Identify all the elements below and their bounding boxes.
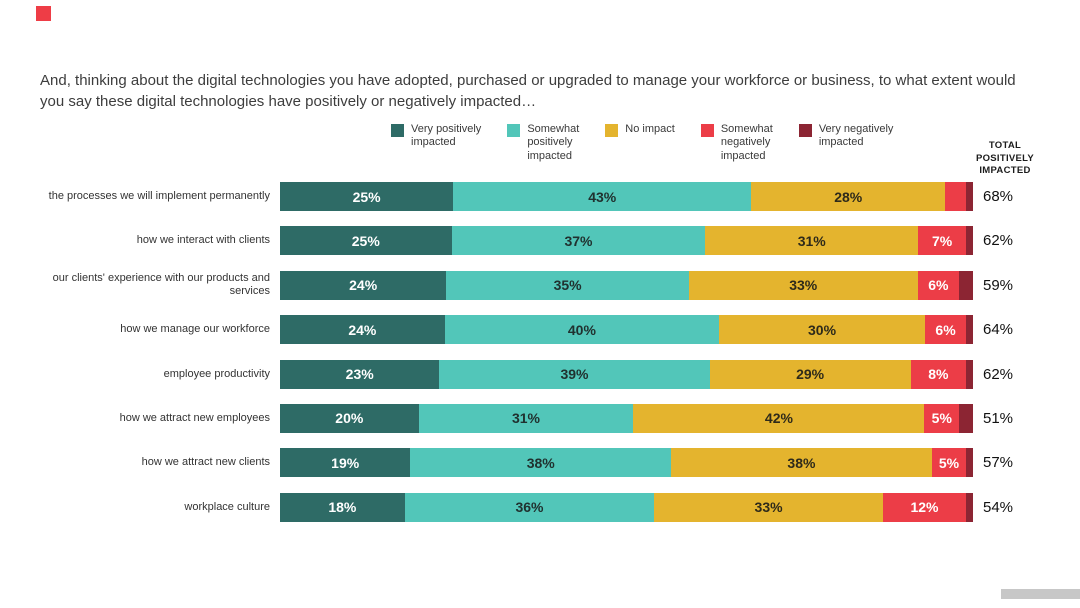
bar-segment-somewhat-negatively-impacted: 6% — [924, 315, 967, 345]
legend-label: Very positively impacted — [411, 123, 482, 149]
legend: Very positively impacted Somewhat positiv… — [391, 123, 919, 163]
legend-swatch — [700, 124, 714, 137]
chart-row: the processes we will implement permanen… — [40, 182, 1050, 211]
bar-segment-somewhat-positively-impacted: 31% — [418, 403, 634, 433]
chart-row: our clients' experience with our product… — [40, 270, 1050, 300]
stacked-bar: 25% 37% 31% 7% — [280, 226, 973, 256]
bar-segment-no-impact: 33% — [688, 270, 918, 300]
bar-segment-very-negatively-impacted — [966, 448, 973, 478]
stacked-bar-chart: the processes we will implement permanen… — [40, 182, 1050, 537]
legend-label: Somewhat positively impacted — [527, 123, 580, 162]
bar-segment-somewhat-negatively-impacted: 5% — [924, 403, 960, 433]
bar-segment-somewhat-positively-impacted: 40% — [444, 315, 720, 345]
legend-label: Very negatively impacted — [818, 123, 894, 149]
bar-segment-somewhat-negatively-impacted: 8% — [910, 359, 967, 389]
stacked-bar: 20% 31% 42% 5% — [280, 403, 973, 433]
bar-segment-very-positively-impacted: 19% — [280, 448, 411, 478]
chart-row: how we attract new employees 20% 31% 42% 5% 5… — [40, 403, 1050, 433]
chart-row: how we interact with clients 25% 37% 31% 7% 6… — [40, 226, 1050, 256]
legend-label: No impact — [625, 123, 675, 135]
bar-segment-very-negatively-impacted — [966, 182, 973, 211]
stacked-bar: 19% 38% 38% 5% — [280, 448, 973, 478]
bar-segment-somewhat-positively-impacted: 39% — [439, 359, 710, 389]
bar-segment-somewhat-negatively-impacted: 12% — [882, 492, 967, 522]
bar-segment-very-positively-impacted: 24% — [280, 270, 447, 300]
bar-segment-very-negatively-impacted — [959, 270, 973, 300]
bar-segment-somewhat-positively-impacted: 36% — [404, 492, 655, 522]
legend-swatch — [798, 124, 812, 137]
row-label: the processes we will implement permanen… — [48, 190, 270, 203]
horizontal-scrollbar-thumb[interactable] — [1001, 589, 1080, 599]
legend-label: Somewhat negatively impacted — [720, 123, 773, 162]
question-title: And, thinking about the digital technolo… — [40, 72, 1016, 110]
bar-segment-somewhat-negatively-impacted: 5% — [931, 448, 967, 478]
row-total: 51% — [983, 409, 1014, 427]
bar-segment-very-positively-impacted: 24% — [280, 315, 445, 345]
row-label: employee productivity — [163, 367, 270, 380]
row-label: how we attract new clients — [141, 456, 270, 469]
bar-segment-somewhat-positively-impacted: 35% — [446, 270, 689, 300]
row-total: 59% — [983, 276, 1014, 294]
legend-item-somewhat-positively-impacted: Somewhat positively impacted — [507, 123, 579, 163]
bar-segment-no-impact: 28% — [751, 182, 946, 211]
bar-segment-no-impact: 42% — [633, 403, 925, 433]
bar-segment-no-impact: 33% — [654, 492, 883, 522]
row-total: 54% — [983, 498, 1014, 516]
bar-segment-no-impact: 38% — [671, 448, 932, 478]
legend-item-very-negatively-impacted: Very negatively impacted — [798, 123, 894, 150]
row-label: how we manage our workforce — [120, 323, 270, 336]
stacked-bar: 18% 36% 33% 12% — [280, 492, 973, 522]
bar-segment-very-positively-impacted: 18% — [280, 492, 405, 522]
legend-item-somewhat-negatively-impacted: Somewhat negatively impacted — [700, 123, 773, 163]
bar-segment-very-negatively-impacted — [966, 315, 973, 345]
row-total: 57% — [983, 454, 1014, 472]
bar-segment-no-impact: 29% — [709, 359, 911, 389]
bar-segment-very-negatively-impacted — [959, 403, 973, 433]
chart-row: how we manage our workforce 24% 40% 30% 6% 64… — [40, 315, 1050, 345]
bar-segment-very-positively-impacted: 25% — [280, 182, 454, 211]
slide-accent-square — [36, 6, 51, 21]
stacked-bar: 24% 35% 33% 6% — [280, 270, 973, 300]
legend-swatch — [605, 124, 619, 137]
bar-segment-somewhat-positively-impacted: 38% — [410, 448, 672, 478]
chart-row: employee productivity 23% 39% 29% 8% 62% — [40, 359, 1050, 389]
bar-segment-somewhat-positively-impacted: 43% — [453, 182, 752, 211]
bar-segment-somewhat-negatively-impacted: 7% — [918, 226, 967, 256]
bar-segment-very-negatively-impacted — [966, 359, 973, 389]
stacked-bar: 24% 40% 30% 6% — [280, 315, 973, 345]
chart-row: workplace culture 18% 36% 33% 12% 54% — [40, 492, 1050, 522]
row-total: 68% — [983, 188, 1014, 205]
bar-segment-somewhat-positively-impacted: 37% — [451, 226, 706, 256]
total-column-header: TOTAL POSITIVELY IMPACTED — [975, 140, 1035, 177]
legend-item-no-impact: No impact — [605, 123, 675, 137]
bar-segment-very-positively-impacted: 23% — [280, 359, 440, 389]
row-label: our clients' experience with our product… — [52, 272, 270, 298]
bar-segment-somewhat-negatively-impacted — [945, 182, 967, 211]
bar-segment-no-impact: 30% — [719, 315, 925, 345]
legend-item-very-positively-impacted: Very positively impacted — [391, 123, 481, 150]
bar-segment-very-positively-impacted: 20% — [280, 403, 419, 433]
bar-segment-no-impact: 31% — [705, 226, 919, 256]
row-label: how we interact with clients — [136, 234, 270, 247]
stacked-bar: 25% 43% 28% — [280, 182, 973, 211]
chart-row: how we attract new clients 19% 38% 38% 5% 57% — [40, 448, 1050, 478]
row-label: how we attract new employees — [119, 411, 270, 424]
bar-segment-somewhat-negatively-impacted: 6% — [917, 270, 960, 300]
legend-swatch — [391, 124, 404, 137]
bar-segment-very-negatively-impacted — [966, 492, 973, 522]
bar-segment-very-negatively-impacted — [966, 226, 973, 256]
stacked-bar: 23% 39% 29% 8% — [280, 359, 973, 389]
row-total: 62% — [983, 365, 1014, 383]
bar-segment-very-positively-impacted: 25% — [280, 226, 452, 256]
legend-swatch — [507, 124, 521, 137]
row-label: workplace culture — [184, 500, 270, 513]
row-total: 62% — [983, 232, 1014, 250]
row-total: 64% — [983, 321, 1014, 339]
